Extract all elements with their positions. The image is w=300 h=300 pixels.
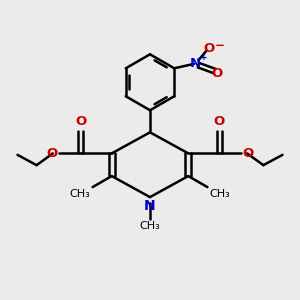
- Text: N: N: [190, 57, 201, 70]
- Text: O: O: [214, 115, 225, 128]
- Text: N: N: [144, 199, 156, 213]
- Text: CH₃: CH₃: [140, 221, 160, 231]
- Text: O: O: [46, 147, 57, 160]
- Text: O: O: [203, 42, 214, 55]
- Text: +: +: [200, 53, 208, 62]
- Text: −: −: [215, 39, 225, 52]
- Text: O: O: [243, 147, 254, 160]
- Text: CH₃: CH₃: [210, 189, 230, 199]
- Text: O: O: [75, 115, 86, 128]
- Text: CH₃: CH₃: [70, 189, 90, 199]
- Text: O: O: [211, 67, 222, 80]
